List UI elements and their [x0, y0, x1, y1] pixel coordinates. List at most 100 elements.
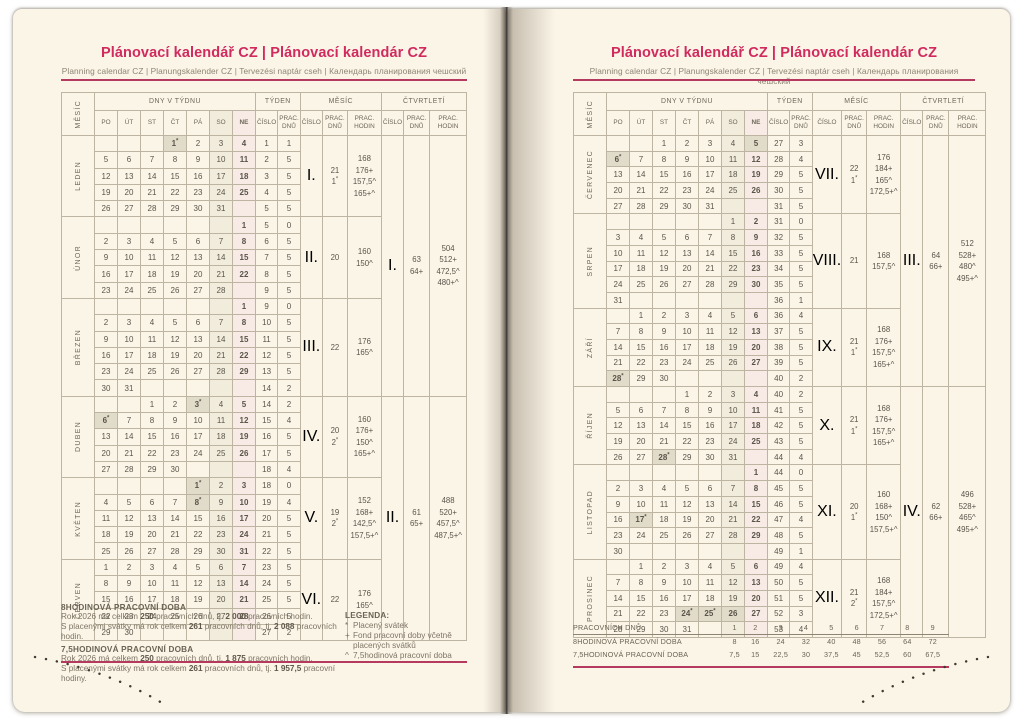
day-cell: 9: [94, 330, 118, 348]
month-name: LEDEN: [61, 134, 95, 218]
day-cell: 24: [698, 182, 722, 199]
week-number-cell: 19: [254, 493, 279, 511]
week-workdays-cell: 5: [277, 330, 301, 348]
day-cell: 6: [140, 493, 164, 511]
day-of-week-header: ST: [652, 110, 676, 136]
day-cell: 28: [698, 276, 722, 293]
conversion-value: 32: [801, 637, 811, 646]
day-cell: 25: [94, 542, 118, 560]
stat-column-header: PRAC. HODIN: [866, 110, 902, 136]
day-cell: 28: [209, 281, 233, 299]
day-cell: 1: [675, 386, 699, 403]
week-workdays-cell: 5: [789, 574, 813, 591]
calendar-week-row: 12 13 14 15 16 17 18 3 5: [62, 167, 467, 185]
day-cell: [721, 542, 745, 560]
day-cell: 21: [606, 605, 630, 623]
day-cell: 9: [675, 150, 699, 168]
day-cell: 16: [698, 417, 722, 435]
week-workdays-cell: 4: [789, 511, 813, 529]
day-cell: 14: [117, 428, 141, 446]
month-number-cell: I.: [299, 134, 323, 218]
day-cell: 27: [117, 200, 141, 218]
week-number-cell: 5: [254, 216, 279, 234]
day-cell: 20: [698, 511, 722, 529]
day-cell: 28: [163, 542, 187, 560]
day-cell: [140, 477, 164, 495]
day-cell: 18: [140, 265, 164, 283]
week-workdays-cell: 5: [277, 151, 301, 169]
week-workdays-cell: 5: [277, 249, 301, 267]
stat-column-header: PRAC. HODIN: [948, 110, 987, 136]
day-cell: [606, 135, 630, 152]
paid-holiday-asterisk: *: [199, 399, 202, 406]
day-cell: [606, 386, 630, 403]
day-cell: 19: [163, 346, 187, 365]
day-cell: 4: [94, 493, 118, 511]
week-number-cell: 23: [254, 558, 279, 577]
day-cell: 3: [117, 232, 141, 251]
day-cell: 15: [675, 417, 699, 435]
month-name: LISTOPAD: [573, 464, 607, 560]
week-workdays-cell: 5: [789, 182, 813, 199]
day-cell: [698, 291, 722, 309]
day-cell: 3*: [186, 395, 210, 414]
day-cell: 18: [140, 346, 164, 365]
day-cell: 19: [744, 166, 768, 184]
day-cell: 9: [698, 401, 722, 419]
month-number-cell: V.: [299, 477, 323, 560]
legend: LEGENDA: * Placený svátek + Fond pracovní do…: [345, 608, 473, 661]
week-workdays-cell: 1: [789, 542, 813, 560]
paid-holiday-asterisk: *: [855, 347, 858, 354]
day-cell: 29: [140, 460, 164, 479]
day-cell: 25: [140, 363, 164, 381]
week-number-cell: 45: [766, 480, 791, 497]
week-workdays-cell: 4: [277, 460, 301, 479]
conversion-value: 5: [815, 621, 848, 635]
day-cell: 6: [629, 401, 653, 419]
day-cell: 17: [209, 167, 233, 185]
day-cell: 10: [140, 575, 164, 593]
day-cell: 11: [163, 575, 187, 593]
day-cell: 10: [117, 330, 141, 348]
conversion-value: 7: [865, 621, 899, 635]
day-cell: 31: [606, 291, 630, 309]
legend-text: Fond pracovní doby včetně placených svát…: [353, 630, 452, 650]
week-workdays-cell: 5: [277, 575, 301, 593]
day-cell: 12: [721, 323, 745, 340]
day-cell: [721, 464, 745, 482]
day-cell: [606, 558, 630, 576]
paid-holiday-asterisk: *: [855, 175, 858, 182]
week-workdays-cell: 2: [789, 370, 813, 387]
week-workdays-cell: 5: [789, 197, 813, 215]
day-cell: 15: [163, 167, 187, 185]
week-number-cell: 7: [254, 249, 279, 267]
week-workdays-cell: 5: [277, 428, 301, 446]
calendar-week-row: 26 27 28* 29 30 31 44 4: [574, 448, 986, 466]
day-cell: 9: [652, 574, 676, 591]
paid-holiday-asterisk: *: [855, 512, 858, 519]
day-of-week-header: PÁ: [698, 110, 722, 136]
day-cell: 10: [629, 495, 653, 513]
day-cell: 21: [117, 444, 141, 462]
day-cell: 15: [629, 338, 653, 356]
day-cell: 8: [140, 412, 164, 430]
day-cell: 17: [117, 265, 141, 283]
month-number-cell: VII.: [811, 134, 843, 215]
day-cell: 12: [744, 150, 768, 168]
planning-calendar-table-jul-dec: MĚSÍC DNY V TÝDNU TÝDEN MĚSÍC ČTVRTLETÍ PO ÚT S…: [573, 92, 987, 639]
day-cell: [698, 370, 722, 387]
month-column-header: MĚSÍC: [573, 92, 607, 136]
day-cell: 23: [209, 526, 233, 544]
day-cell: 13: [186, 330, 210, 348]
work-time-line: S placenými svátky má rok celkem 261 pra…: [61, 621, 337, 641]
month-hours-cell: 168 176+ 157,5^ 165+^: [346, 134, 382, 218]
week-number-cell: 4: [254, 183, 279, 202]
day-cell: 7: [140, 151, 164, 169]
day-cell: 21: [652, 433, 676, 450]
group-header: TÝDEN: [767, 92, 813, 111]
day-cell: [94, 134, 118, 153]
day-cell: 26: [163, 281, 187, 299]
calendar-week-row: 11 12 13 14 15 16 17 20 5: [62, 509, 467, 528]
calendar-week-row: 29 30 27 2: [62, 623, 467, 642]
conversion-value: 67,5: [925, 650, 941, 659]
